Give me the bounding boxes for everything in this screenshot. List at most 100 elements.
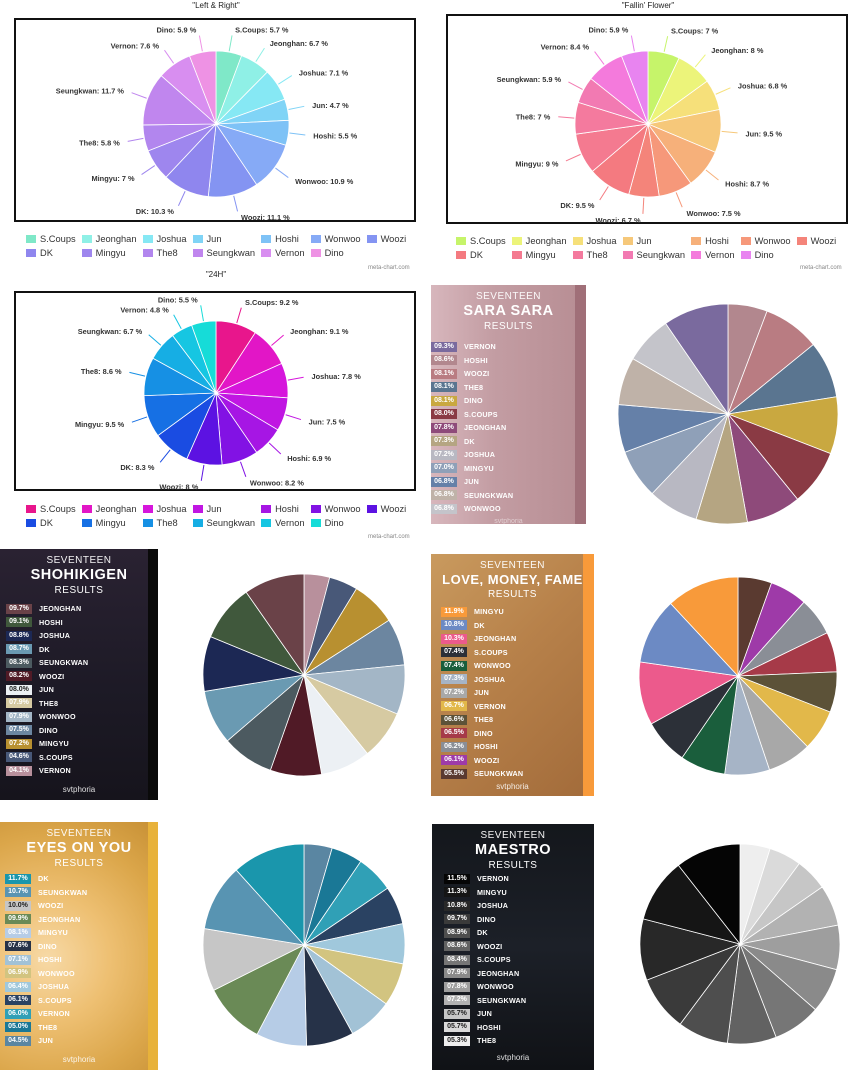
- result-percent: 07.0%: [431, 463, 457, 474]
- legend-label: The8: [586, 250, 608, 260]
- result-row-mingyu: 11.9% MINGYU: [441, 605, 523, 619]
- result-member-name: THE8: [474, 715, 494, 725]
- result-percent: 08.1%: [431, 368, 457, 379]
- legend-item-mingyu[interactable]: Mingyu: [81, 518, 137, 528]
- legend-item-s-coups[interactable]: S.Coups: [26, 234, 76, 244]
- legend-item-the8[interactable]: The8: [142, 248, 187, 258]
- legend-item-dino[interactable]: Dino: [310, 518, 361, 528]
- legend-item-woozi[interactable]: Woozi: [366, 234, 407, 244]
- result-member-name: VERNON: [464, 342, 496, 352]
- result-percent: 04.1%: [6, 765, 32, 776]
- leader-line: [131, 416, 148, 423]
- brand-watermark: svtphoria: [496, 782, 529, 791]
- result-member-name: JOSHUA: [464, 450, 496, 460]
- legend-item-dino[interactable]: Dino: [740, 250, 791, 260]
- slice-label-jun: Jun: 9.5 %: [746, 129, 783, 138]
- legend-item-jun[interactable]: Jun: [192, 504, 256, 514]
- result-percent: 08.9%: [444, 927, 470, 938]
- slice-label-hoshi: Hoshi: 5.5 %: [313, 132, 357, 141]
- result-percent: 08.4%: [444, 954, 470, 965]
- result-percent: 06.7%: [441, 701, 467, 712]
- legend-item-jun[interactable]: Jun: [622, 236, 686, 246]
- chart-title: "Left & Right": [192, 1, 240, 10]
- result-row-dk: 07.3% DK: [431, 435, 513, 449]
- legend-item-woozi[interactable]: Woozi: [366, 504, 406, 514]
- legend-item-seungkwan[interactable]: Seungkwan: [192, 248, 255, 258]
- legend-item-mingyu[interactable]: Mingyu: [511, 250, 567, 260]
- legend-item-mingyu[interactable]: Mingyu: [81, 248, 137, 258]
- result-percent: 08.0%: [6, 684, 32, 695]
- result-percent: 05.7%: [444, 1008, 470, 1019]
- result-row-vernon: 04.1% VERNON: [6, 764, 88, 778]
- result-member-name: JEONGHAN: [38, 914, 81, 924]
- legend-item-the8[interactable]: The8: [142, 518, 187, 528]
- legend-label: DK: [470, 250, 483, 260]
- legend-item-dk[interactable]: DK: [26, 248, 76, 258]
- legend-item-hoshi[interactable]: Hoshi: [261, 504, 304, 514]
- legend-label: Wonwoo: [324, 234, 361, 244]
- slice-label-mingyu: Mingyu: 7 %: [91, 174, 135, 183]
- legend-item-vernon[interactable]: Vernon: [691, 250, 735, 260]
- legend-item-wonwoo[interactable]: Wonwoo: [740, 236, 791, 246]
- results-panel-eyes-on-you: SEVENTEEN EYES ON YOU RESULTS 11.7% DK 10.…: [0, 822, 158, 1070]
- legend-item-seungkwan[interactable]: Seungkwan: [192, 518, 255, 528]
- brand-watermark: svtphoria: [494, 518, 523, 524]
- pie-slice-12: [639, 602, 740, 677]
- slice-label-seungkwan: Seungkwan: 6.7 %: [78, 327, 143, 336]
- legend-item-hoshi[interactable]: Hoshi: [261, 234, 304, 244]
- result-row-wonwoo: 06.9% WONWOO: [5, 967, 87, 981]
- legend-item-dino[interactable]: Dino: [310, 248, 361, 258]
- legend-item-vernon[interactable]: Vernon: [261, 248, 305, 258]
- result-member-name: JEONGHAN: [39, 604, 82, 614]
- result-row-jeonghan: 09.9% JEONGHAN: [5, 913, 87, 927]
- legend-item-jun[interactable]: Jun: [192, 234, 256, 244]
- legend-swatch: [261, 249, 272, 257]
- legend-swatch: [192, 505, 203, 513]
- slice-label-dino: Dino: 5.5 %: [158, 295, 198, 304]
- result-row-hoshi: 06.2% HOSHI: [441, 740, 523, 754]
- song-title: SARA SARA: [463, 303, 554, 319]
- legend-item-s-coups[interactable]: S.Coups: [456, 236, 506, 246]
- result-row-vernon: 11.5% VERNON: [444, 872, 526, 886]
- song-title: LOVE, MONEY, FAME: [442, 572, 583, 587]
- legend-swatch: [192, 249, 203, 257]
- result-member-name: JUN: [477, 1009, 492, 1019]
- legend-swatch: [142, 505, 153, 513]
- legend-label: Woozi: [380, 234, 407, 244]
- result-percent: 05.5%: [441, 768, 467, 779]
- slice-label-wonwoo: Wonwoo: 7.5 %: [686, 209, 740, 218]
- legend-item-jeonghan[interactable]: Jeonghan: [81, 504, 137, 514]
- legend-item-wonwoo[interactable]: Wonwoo: [310, 234, 361, 244]
- legend-item-woozi[interactable]: Woozi: [796, 236, 836, 246]
- legend-item-joshua[interactable]: Joshua: [572, 236, 617, 246]
- leader-line: [255, 47, 265, 62]
- result-member-name: DINO: [474, 728, 493, 738]
- legend-item-hoshi[interactable]: Hoshi: [691, 236, 734, 246]
- results-label: RESULTS: [488, 860, 538, 871]
- result-member-name: DINO: [477, 914, 496, 924]
- legend-item-vernon[interactable]: Vernon: [261, 518, 305, 528]
- result-member-name: JUN: [464, 477, 479, 487]
- legend-item-the8[interactable]: The8: [572, 250, 617, 260]
- legend-item-dk[interactable]: DK: [456, 250, 506, 260]
- slice-label-joshua: Joshua: 7.1 %: [299, 68, 349, 77]
- legend-item-jeonghan[interactable]: Jeonghan: [511, 236, 567, 246]
- slice-label-woozi: Woozi: 8 %: [159, 483, 198, 492]
- legend-item-wonwoo[interactable]: Wonwoo: [310, 504, 361, 514]
- pie-chart-fallin-flower: "Fallin' Flower" S.Coups: 7 % Jeonghan: 8 …: [497, 1, 788, 225]
- result-row-woozi: 08.1% WOOZI: [431, 367, 513, 381]
- legend-item-joshua[interactable]: Joshua: [142, 504, 187, 514]
- result-member-name: JOSHUA: [474, 674, 506, 684]
- result-row-dino: 08.1% DINO: [431, 394, 513, 408]
- legend-item-seungkwan[interactable]: Seungkwan: [622, 250, 685, 260]
- legend-item-jeonghan[interactable]: Jeonghan: [81, 234, 137, 244]
- legend-item-dk[interactable]: DK: [26, 518, 76, 528]
- legend-item-joshua[interactable]: Joshua: [142, 234, 187, 244]
- leader-line: [148, 334, 162, 346]
- result-percent: 07.4%: [441, 660, 467, 671]
- result-percent: 07.6%: [5, 941, 31, 952]
- legend-item-s-coups[interactable]: S.Coups: [26, 504, 76, 514]
- leader-line: [705, 169, 719, 181]
- legend-label: Hoshi: [705, 236, 729, 246]
- result-member-name: SEUNGKWAN: [464, 490, 514, 500]
